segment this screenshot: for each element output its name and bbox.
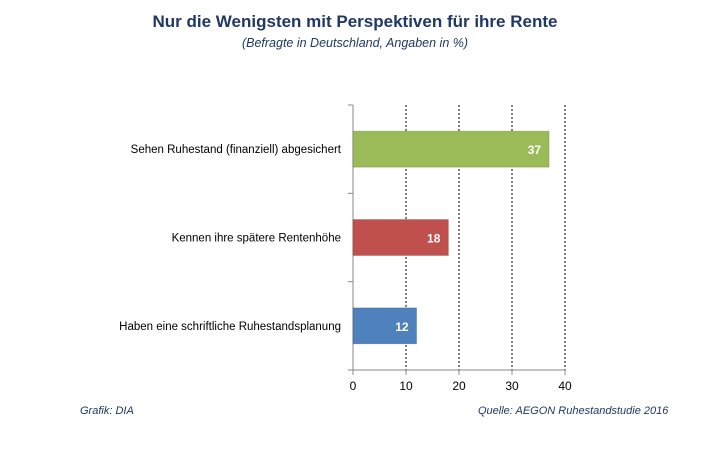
chart-title: Nur die Wenigsten mit Perspektiven für i… — [152, 12, 558, 31]
bar — [352, 219, 449, 256]
graphic-credit: Grafik: DIA — [80, 405, 134, 417]
bar-value-label: 37 — [528, 143, 542, 157]
bar-value-label: 12 — [395, 320, 409, 334]
x-tick-label: 20 — [452, 379, 466, 393]
category-label: Kennen ihre spätere Rentenhöhe — [172, 233, 341, 245]
x-tick-label: 0 — [350, 379, 357, 393]
chart-subtitle: (Befragte in Deutschland, Angaben in %) — [241, 36, 469, 50]
bar — [352, 307, 418, 345]
x-tick-label: 30 — [505, 379, 519, 393]
x-tick-label: 10 — [399, 379, 413, 393]
bar-value-label: 18 — [427, 232, 441, 246]
category-label: Haben eine schriftliche Ruhestandsplanun… — [119, 321, 341, 333]
bar — [352, 130, 550, 168]
x-tick-label: 40 — [558, 379, 572, 393]
source-note: Quelle: AEGON Ruhestandstudie 2016 — [478, 405, 669, 417]
category-label: Sehen Ruhestand (finanziell) abgesichert — [131, 144, 342, 156]
